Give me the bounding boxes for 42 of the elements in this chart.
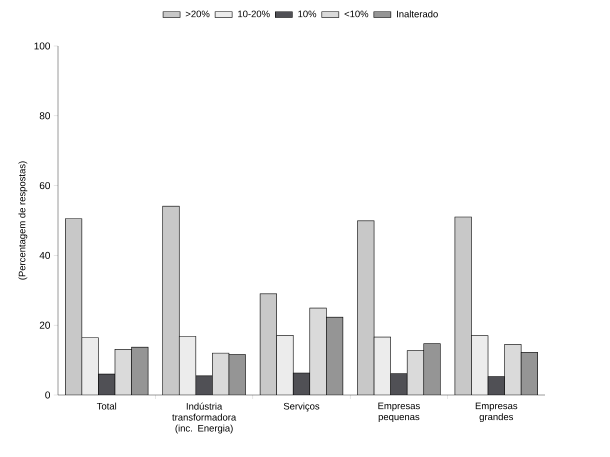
bar: [82, 338, 98, 395]
bar: [390, 374, 408, 395]
y-tick-label: 100: [34, 42, 50, 50]
legend-label: 10%: [298, 10, 316, 18]
bar: [520, 352, 538, 395]
bar: [276, 335, 294, 395]
bar: [358, 220, 374, 395]
legend-label: >20%: [186, 10, 210, 18]
bar: [293, 373, 310, 395]
y-axis-title: (Percentagem de respostas): [18, 161, 28, 280]
y-tick-label: 40: [40, 252, 50, 259]
bar: [98, 374, 115, 395]
x-tick-label: Serviços: [284, 402, 320, 412]
bar: [407, 350, 424, 395]
x-tick-label: Total: [96, 402, 116, 410]
bar: [212, 353, 229, 395]
x-tick-label: Indústria transformadora (inc. Energia): [172, 402, 236, 434]
bar: [196, 376, 212, 395]
bar: [162, 206, 180, 395]
bar: [260, 294, 277, 395]
y-tick-label: 0: [45, 391, 50, 399]
legend-label: <10%: [344, 10, 368, 18]
y-tick-label: 20: [40, 322, 50, 329]
bar: [179, 336, 196, 395]
x-tick-label: Empresas pequenas: [378, 402, 420, 422]
bar: [114, 349, 132, 395]
bar: [471, 335, 488, 395]
bar: [228, 354, 246, 395]
bar: [488, 376, 505, 395]
bar: [504, 344, 522, 395]
bar: [310, 308, 326, 395]
bar: [454, 216, 472, 395]
x-tick-label: Empresas grandes: [476, 402, 518, 422]
legend-label: 10-20%: [238, 10, 270, 18]
legend-label: Inalterado: [397, 10, 438, 18]
bar: [374, 337, 391, 395]
bar: [65, 218, 82, 395]
bar: [132, 347, 148, 395]
y-tick-label: 60: [40, 182, 50, 190]
bar: [424, 344, 440, 395]
y-tick-label: 80: [40, 112, 50, 120]
bar: [326, 317, 343, 395]
